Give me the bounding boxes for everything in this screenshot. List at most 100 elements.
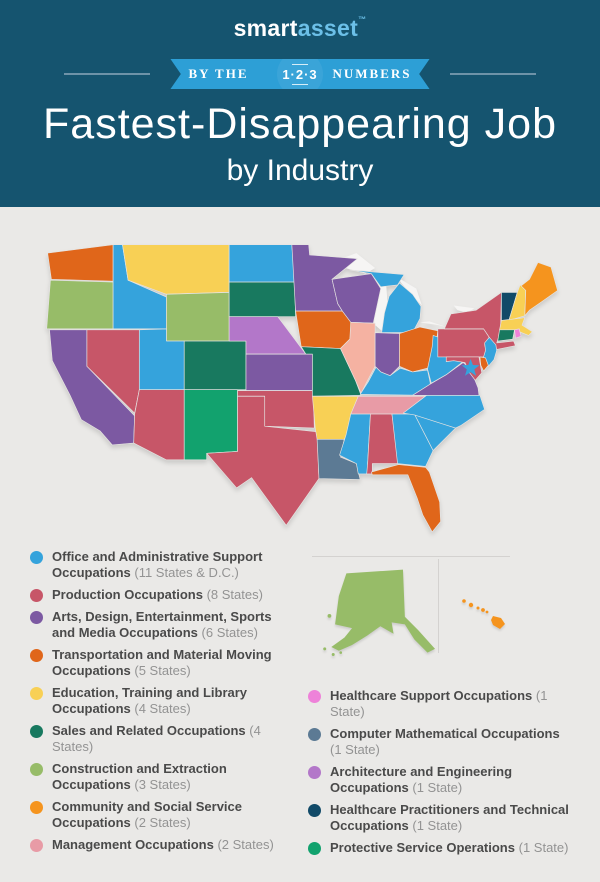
legend-label: Architecture and Engineering Occupations <box>330 764 513 795</box>
legend-label: Healthcare Practitioners and Technical O… <box>330 802 569 833</box>
legend-label: Sales and Related Occupations <box>52 723 246 738</box>
lake-3 <box>420 321 447 327</box>
logo-trademark: ™ <box>358 15 367 24</box>
badge-line-top <box>292 63 308 65</box>
state-nd <box>228 244 295 283</box>
legend-item-production: Production Occupations (8 States) <box>30 587 302 603</box>
dc-star-icon <box>461 358 480 376</box>
legend-dot-management <box>30 839 43 852</box>
smartasset-logo: smartasset™ <box>0 0 600 42</box>
badge-line-bottom <box>292 83 308 85</box>
legend-dot-arts <box>30 611 43 624</box>
hi-island <box>468 602 474 608</box>
page-subtitle: by Industry <box>226 154 374 187</box>
state-mi <box>349 269 405 288</box>
legend-item-arts: Arts, Design, Entertainment, Sports and … <box>30 609 302 641</box>
legend-dot-transportation <box>30 649 43 662</box>
ribbon-text-by-the: BY THE <box>188 66 249 81</box>
legend-count: (4 States) <box>52 723 261 754</box>
state-in <box>374 332 400 376</box>
state-hi <box>491 616 505 629</box>
legend-column-left: Office and Administrative Support Occupa… <box>30 549 302 859</box>
legend-label: Production Occupations <box>52 587 203 602</box>
state-ia <box>295 310 353 349</box>
state-wy <box>166 292 230 342</box>
legend-dot-office <box>30 551 43 564</box>
legend-label: Education, Training and Library Occupati… <box>52 685 248 716</box>
legend-count: (1 State) <box>412 780 463 795</box>
legend-count: (1 State) <box>330 688 548 719</box>
legend-count: (2 States) <box>217 837 274 852</box>
legend-item-transportation: Transportation and Material Moving Occup… <box>30 647 302 679</box>
legend-dot-protective <box>308 842 321 855</box>
legend-label: Computer Mathematical Occupations <box>330 726 560 741</box>
one-two-three-badge-icon: 1·2·3 <box>277 59 323 89</box>
state-ri <box>514 328 522 339</box>
legend-item-sales: Sales and Related Occupations (4 States) <box>30 723 302 755</box>
ak-island <box>323 647 327 651</box>
legend-label: Construction and Extraction Occupations <box>52 761 227 792</box>
ak-island <box>331 652 335 656</box>
legend-item-arch_eng: Architecture and Engineering Occupations… <box>308 764 596 796</box>
ak-island <box>327 613 332 618</box>
legend-count: (6 States) <box>201 625 258 640</box>
legend-item-computer_math: Computer Mathematical Occupations (1 Sta… <box>308 726 596 758</box>
ak-island <box>339 651 343 654</box>
legend-count: (5 States) <box>134 663 191 678</box>
ribbon-left-line <box>64 73 151 75</box>
legend-label: Management Occupations <box>52 837 214 852</box>
legend-dot-arch_eng <box>308 766 321 779</box>
legend-label: Transportation and Material Moving Occup… <box>52 647 272 678</box>
legend-dot-healthcare_pract <box>308 804 321 817</box>
ribbon-right-line <box>449 73 536 75</box>
legend-count: (3 States) <box>134 777 191 792</box>
logo-smart: smart <box>233 15 298 41</box>
alaska-inset-map <box>323 569 436 656</box>
legend-item-healthcare_pract: Healthcare Practitioners and Technical O… <box>308 802 596 834</box>
legend-item-healthcare_support: Healthcare Support Occupations (1 State) <box>308 688 596 720</box>
legend-dot-healthcare_support <box>308 690 321 703</box>
by-the-numbers-ribbon: BY THE NUMBERS 1·2·3 <box>0 50 600 98</box>
legend-count: (1 State) <box>518 840 569 855</box>
state-sd <box>228 281 296 318</box>
state-ks <box>245 353 313 391</box>
legend-label: Protective Service Operations <box>330 840 515 855</box>
legend-dot-production <box>30 589 43 602</box>
page-title: Fastest-Disappearing Job <box>43 100 557 148</box>
legend-item-protective: Protective Service Operations (1 State) <box>308 840 596 856</box>
alaska-hawaii-insets <box>312 556 510 657</box>
legend-dot-education <box>30 687 43 700</box>
state-az <box>133 389 185 461</box>
legend-dot-community <box>30 801 43 814</box>
hi-island <box>462 599 466 603</box>
inset-divider <box>438 559 439 653</box>
state-ny <box>444 292 516 350</box>
hi-island <box>481 608 485 612</box>
legend-label: Arts, Design, Entertainment, Sports and … <box>52 609 272 640</box>
badge-numbers: 1·2·3 <box>282 66 318 82</box>
state-me <box>520 262 558 317</box>
ribbon-banner: BY THE NUMBERS 1·2·3 <box>170 59 430 89</box>
logo-asset: asset <box>297 15 359 41</box>
legend-item-education: Education, Training and Library Occupati… <box>30 685 302 717</box>
state-ak <box>331 569 436 653</box>
legend-count: (2 States) <box>134 815 191 830</box>
legend-count: (8 States) <box>206 587 263 602</box>
legend-label: Healthcare Support Occupations <box>330 688 533 703</box>
us-choropleth-map <box>46 244 558 533</box>
legend-count: (1 State) <box>330 742 380 757</box>
hi-island <box>476 606 480 610</box>
hi-island <box>485 610 489 614</box>
legend-item-office: Office and Administrative Support Occupa… <box>30 549 302 581</box>
legend-count: (1 State) <box>412 818 463 833</box>
state-or <box>46 279 114 330</box>
legend-item-construction: Construction and Extraction Occupations … <box>30 761 302 793</box>
legend-item-management: Management Occupations (2 States) <box>30 837 302 853</box>
legend-label: Community and Social Service Occupations <box>52 799 243 830</box>
legend-dot-construction <box>30 763 43 776</box>
state-co <box>183 340 247 391</box>
legend-count: (4 States) <box>134 701 191 716</box>
state-ct <box>497 329 515 342</box>
state-nm <box>183 389 238 461</box>
state-wa <box>47 244 114 282</box>
